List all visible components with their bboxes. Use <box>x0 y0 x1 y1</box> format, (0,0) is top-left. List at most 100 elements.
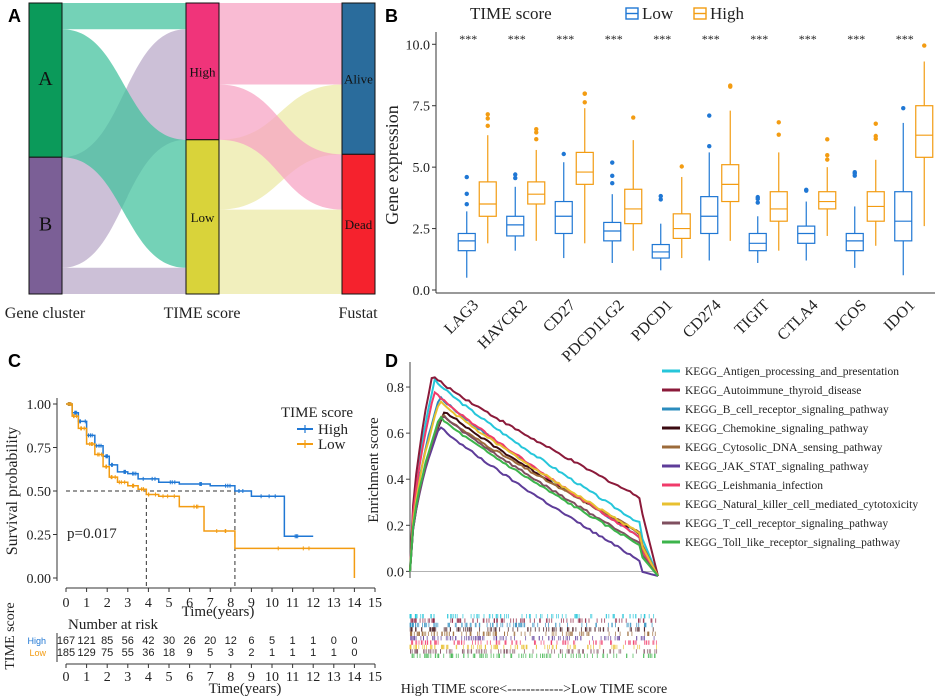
outlier-point <box>707 144 712 149</box>
outlier-point <box>804 188 809 193</box>
outlier-point <box>825 157 830 162</box>
box-high-havcr2 <box>527 181 546 205</box>
box-low-ido1 <box>894 191 913 242</box>
censor-mark <box>109 462 114 467</box>
outlier-point <box>582 91 587 96</box>
node-time-low <box>185 139 220 295</box>
box-low-pdcd1lg2 <box>603 221 622 242</box>
legend-label-low: Low <box>642 4 674 23</box>
significance-mark: *** <box>459 32 477 46</box>
x-tick-label-icos: ICOS <box>832 297 870 335</box>
significance-mark: *** <box>702 32 720 46</box>
node-cluster-a <box>28 2 63 158</box>
risk-cell: 5 <box>269 635 275 647</box>
x-tick-label: 5 <box>166 596 173 611</box>
y-tick-label: 5.0 <box>413 161 431 176</box>
box-high-lag3 <box>478 181 497 217</box>
risk-cell: 3 <box>228 647 234 659</box>
x-tick-label: 6 <box>186 596 193 611</box>
outlier-point <box>755 194 760 200</box>
censor-mark <box>99 443 104 448</box>
risk-x-tick-label: 8 <box>227 670 234 685</box>
legend-label-9: KEGG_T_cell_receptor_signaling_pathway <box>685 518 888 530</box>
x-tick-label: 0 <box>63 596 70 611</box>
box-low-cd274 <box>700 196 719 235</box>
y-tick-label: 0.25 <box>27 529 52 544</box>
y-tick-label: 0.4 <box>387 473 405 488</box>
outlier-point <box>776 132 781 137</box>
x-tick-label-pdcd1: PDCD1 <box>628 297 676 345</box>
risk-cell: 0 <box>331 635 337 647</box>
legend-label-2: KEGG_Autoimmune_thyroid_disease <box>685 385 861 397</box>
flow-high-alive <box>219 3 342 85</box>
x-tick-label: 9 <box>248 596 255 611</box>
risk-x-tick-label: 9 <box>248 670 255 685</box>
x-tick-label: 7 <box>207 596 214 611</box>
censor-mark <box>195 504 200 509</box>
legend-label-6: KEGG_JAK_STAT_signaling_pathway <box>685 461 869 473</box>
outlier-point <box>610 173 615 179</box>
outlier-point <box>561 151 566 157</box>
risk-cell: 36 <box>142 647 154 659</box>
box-low-icos <box>845 232 864 252</box>
risk-x-tick-label: 15 <box>368 670 382 685</box>
panel-a-sankey: A B High Low Alive Dead Gene cluster TIME score… <box>5 2 378 322</box>
censor-mark <box>90 442 95 447</box>
censor-mark <box>240 489 245 493</box>
outlier-point <box>658 193 663 199</box>
legend-label-7: KEGG_Leishmania_infection <box>685 480 823 492</box>
median-guide-lines <box>66 490 236 588</box>
risk-cell: 9 <box>187 647 193 659</box>
risk-cell: 55 <box>122 647 134 659</box>
axis-time-score: TIME score <box>164 305 241 322</box>
outlier-point <box>485 112 490 117</box>
risk-x-tick-label: 10 <box>265 670 279 685</box>
censor-mark <box>82 426 87 431</box>
risk-x-axis-label: Time(years) <box>209 681 282 696</box>
legend-label-high: High <box>710 4 745 23</box>
y-axis-label: Gene expression <box>382 105 402 224</box>
box-low-ctla4 <box>797 225 816 244</box>
risk-x-tick-label: 14 <box>347 670 361 685</box>
y-tick-label: 0.75 <box>27 442 52 457</box>
x-tick-label: 14 <box>347 596 361 611</box>
legend-title: TIME score <box>470 4 552 23</box>
risk-cell: 56 <box>122 635 134 647</box>
censor-mark <box>306 546 311 551</box>
censor-mark <box>139 487 144 492</box>
censor-mark <box>172 494 177 499</box>
y-axis-label: Survival probability <box>4 427 21 555</box>
x-tick-label-lag3: LAG3 <box>441 297 482 338</box>
risk-cell: 26 <box>183 635 195 647</box>
x-tick-label: 3 <box>124 596 131 611</box>
y-tick-label: 2.5 <box>413 223 431 238</box>
box-high-cd274 <box>721 164 740 203</box>
censor-mark <box>74 414 79 419</box>
survival-curve-high <box>66 403 314 537</box>
box-high-pdcd1 <box>672 213 691 239</box>
gene-rank-barcode <box>409 614 658 658</box>
significance-mark: *** <box>653 32 671 46</box>
significance-mark: *** <box>896 32 914 46</box>
risk-row-label-low: Low <box>29 648 46 658</box>
y-axis-label: Enrichment score <box>366 417 382 523</box>
box-low-havcr2 <box>506 215 525 237</box>
legend-label-low: Low <box>318 437 346 453</box>
panel-letter-A: A <box>8 6 21 26</box>
censor-mark <box>90 433 95 438</box>
risk-cell: 18 <box>163 647 175 659</box>
x-tick-label: 13 <box>327 596 341 611</box>
y-tick-label: 0.50 <box>27 485 52 500</box>
y-tick-label: 0.0 <box>413 284 431 299</box>
y-tick-label: 0.2 <box>387 519 405 534</box>
significance-mark: *** <box>750 32 768 46</box>
risk-cell: 0 <box>351 647 357 659</box>
censor-mark <box>95 452 100 457</box>
censor-mark <box>113 475 118 480</box>
p-value: p=0.017 <box>67 526 117 542</box>
x-tick-label: 8 <box>227 596 234 611</box>
risk-cell: 20 <box>204 635 216 647</box>
risk-cell: 85 <box>101 635 113 647</box>
es-curve-1 <box>409 376 659 577</box>
